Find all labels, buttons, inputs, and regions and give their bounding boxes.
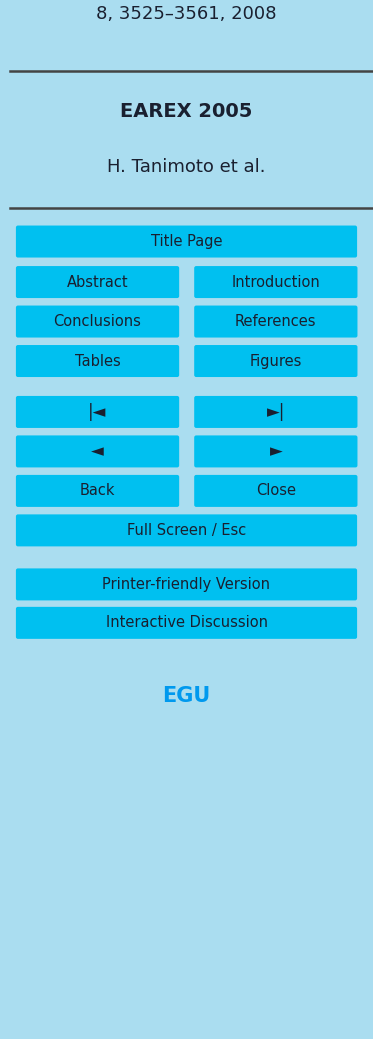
FancyBboxPatch shape bbox=[16, 435, 179, 468]
FancyBboxPatch shape bbox=[16, 396, 179, 428]
Text: Figures: Figures bbox=[250, 353, 302, 369]
Text: EAREX 2005: EAREX 2005 bbox=[120, 102, 253, 121]
FancyBboxPatch shape bbox=[16, 266, 179, 298]
FancyBboxPatch shape bbox=[16, 568, 357, 601]
FancyBboxPatch shape bbox=[194, 266, 357, 298]
FancyBboxPatch shape bbox=[16, 225, 357, 258]
Text: Close: Close bbox=[256, 483, 296, 499]
Text: H. Tanimoto et al.: H. Tanimoto et al. bbox=[107, 158, 266, 176]
FancyBboxPatch shape bbox=[16, 345, 179, 377]
Text: Interactive Discussion: Interactive Discussion bbox=[106, 615, 267, 631]
FancyBboxPatch shape bbox=[16, 305, 179, 338]
FancyBboxPatch shape bbox=[194, 345, 357, 377]
Text: Back: Back bbox=[80, 483, 115, 499]
FancyBboxPatch shape bbox=[194, 305, 357, 338]
Text: ◄: ◄ bbox=[91, 443, 104, 460]
Text: 8, 3525–3561, 2008: 8, 3525–3561, 2008 bbox=[96, 5, 277, 23]
Text: Full Screen / Esc: Full Screen / Esc bbox=[127, 523, 246, 538]
Text: Tables: Tables bbox=[75, 353, 120, 369]
Text: Title Page: Title Page bbox=[151, 234, 222, 249]
Text: ►|: ►| bbox=[267, 403, 285, 421]
Text: ►: ► bbox=[269, 443, 282, 460]
Text: Introduction: Introduction bbox=[232, 274, 320, 290]
FancyBboxPatch shape bbox=[16, 607, 357, 639]
Text: Abstract: Abstract bbox=[67, 274, 128, 290]
FancyBboxPatch shape bbox=[194, 475, 357, 507]
Text: References: References bbox=[235, 314, 317, 329]
FancyBboxPatch shape bbox=[194, 435, 357, 468]
Text: |◄: |◄ bbox=[88, 403, 107, 421]
FancyBboxPatch shape bbox=[16, 514, 357, 547]
FancyBboxPatch shape bbox=[194, 396, 357, 428]
Text: Conclusions: Conclusions bbox=[54, 314, 141, 329]
FancyBboxPatch shape bbox=[16, 475, 179, 507]
Text: EGU: EGU bbox=[162, 686, 211, 705]
Text: Printer-friendly Version: Printer-friendly Version bbox=[103, 577, 270, 592]
